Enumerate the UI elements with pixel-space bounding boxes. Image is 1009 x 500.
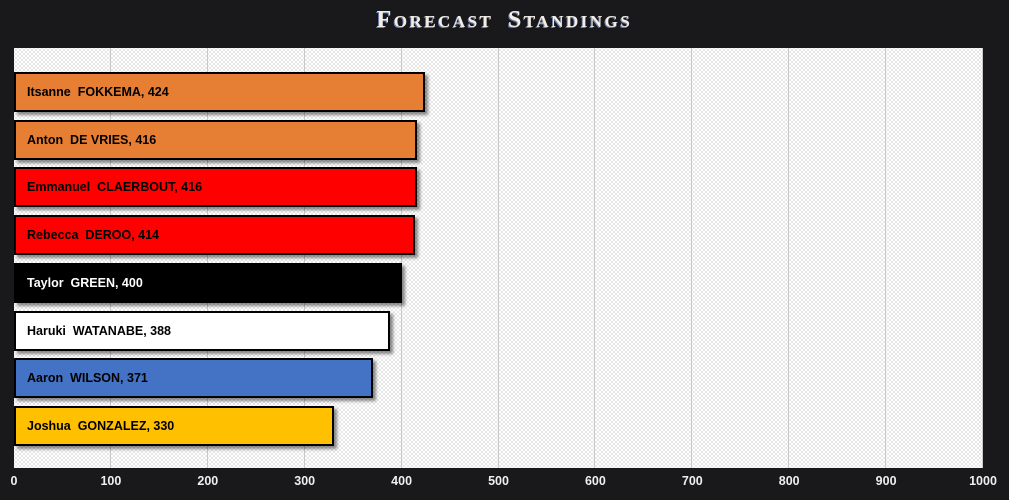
bar: Haruki WATANABE, 388 [14, 310, 390, 351]
x-axis-tick-label: 1000 [969, 474, 997, 488]
x-axis-tick-label: 0 [10, 474, 18, 488]
bar: Itsanne FOKKEMA, 424 [14, 72, 425, 112]
x-axis-tick-label: 500 [488, 474, 509, 488]
x-axis: 0 100 200 300 400 500 600 700 800 900 1000 [10, 472, 997, 494]
x-axis-tick-label: 100 [100, 474, 122, 488]
bar: Emmanuel CLAERBOUT, 416 [14, 167, 418, 208]
gridline [400, 48, 402, 468]
bar: Anton DE VRIES, 416 [14, 119, 418, 160]
x-axis-tick-label: 300 [294, 474, 316, 488]
x-axis-tick-label: 900 [875, 474, 897, 488]
x-axis-tick-label: 600 [584, 474, 606, 488]
bar-label: Emmanuel CLAERBOUT, 416 [27, 180, 203, 195]
bar: Joshua GONZALEZ, 330 [14, 405, 334, 446]
bar-label: Taylor GREEN, 400 [27, 275, 143, 290]
gridline [982, 48, 983, 468]
gridline [109, 48, 111, 468]
gridline [691, 48, 693, 468]
x-axis-tick-label: 800 [778, 474, 800, 488]
x-axis-tick-label: 700 [681, 474, 703, 488]
bar-label: Aaron WILSON, 371 [27, 371, 148, 386]
bar-label: Anton DE VRIES, 416 [27, 132, 157, 147]
bar-label: Haruki WATANABE, 388 [27, 323, 172, 338]
bar: Taylor GREEN, 400 [14, 262, 402, 303]
bar-label: Rebecca DEROO, 414 [27, 228, 160, 243]
x-axis-tick-label: 200 [197, 474, 219, 488]
gridline [594, 48, 596, 468]
gridline [497, 48, 499, 468]
x-axis-tick-label: 400 [391, 474, 413, 488]
plot-area: Itsanne FOKKEMA, 424 Anton DE VRIES, 416 E… [14, 48, 983, 468]
gridline [206, 48, 208, 468]
gridline [885, 48, 887, 468]
bar-label: Itsanne FOKKEMA, 424 [27, 85, 169, 99]
bar: Aaron WILSON, 371 [14, 358, 374, 399]
gridline [788, 48, 790, 468]
bar: Rebecca DEROO, 414 [14, 215, 416, 256]
gridline [303, 48, 305, 468]
chart-title: Forecast Standings [376, 7, 633, 33]
bar-label: Joshua GONZALEZ, 330 [27, 418, 175, 433]
